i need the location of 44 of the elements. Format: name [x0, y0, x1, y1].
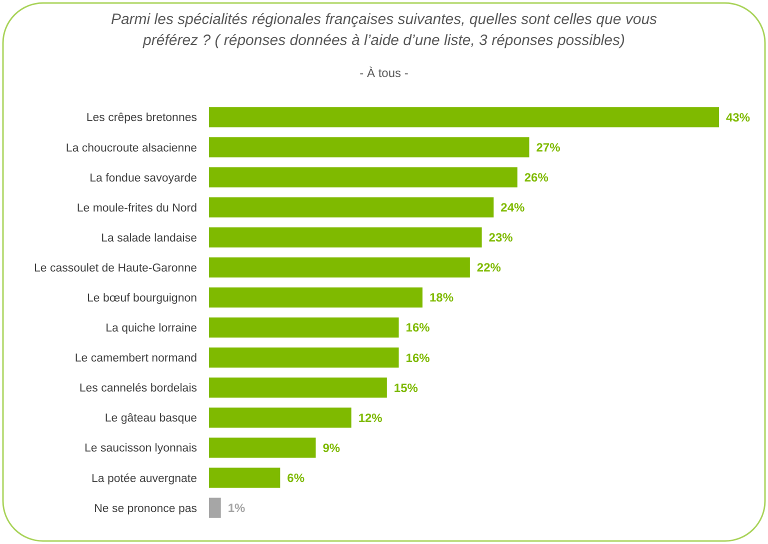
data-label: 6% — [287, 470, 305, 485]
y-tick-label: Le bœuf bourguignon — [87, 292, 197, 304]
chart-title: Parmi les spécialités régionales françaises suivantes, quelles sont celles que vous préférez ? ( réponses données à l’aide d’une liste, 3 réponses possibles) — [110, 11, 658, 49]
bar — [209, 468, 280, 488]
data-label: 16% — [406, 350, 430, 365]
bar — [209, 257, 470, 278]
y-tick-label: La salade landaise — [101, 232, 197, 244]
bar — [209, 137, 530, 158]
bar — [209, 438, 316, 458]
bar — [209, 227, 482, 248]
data-label: 24% — [500, 200, 525, 215]
data-label: 27% — [536, 140, 561, 154]
data-label: 22% — [476, 260, 502, 275]
data-label: 26% — [524, 170, 549, 184]
y-tick-label: Le camembert normand — [74, 352, 197, 365]
bar — [209, 287, 422, 308]
y-tick-label: La quiche lorraine — [106, 322, 197, 335]
data-label: 16% — [406, 320, 430, 335]
bar — [209, 317, 399, 338]
data-label: 1% — [228, 501, 246, 516]
y-tick-label: Le gâteau basque — [104, 412, 197, 425]
chart-subtitle: - À tous - — [360, 66, 408, 80]
y-tick-label: La potée auvergnate — [91, 472, 197, 485]
y-tick-label: Le cassoulet de Haute-Garonne — [34, 262, 197, 274]
y-tick-label: Le moule-frites du Nord — [76, 202, 197, 214]
y-tick-label: La fondue savoyarde — [90, 172, 197, 184]
bar — [209, 498, 221, 518]
y-tick-label: Ne se prononce pas — [94, 502, 198, 515]
y-tick-label: La choucroute alsacienne — [66, 142, 197, 154]
data-label: 9% — [322, 440, 340, 455]
bar — [209, 348, 399, 368]
data-label: 18% — [429, 290, 454, 305]
bar — [209, 107, 719, 128]
y-tick-label: Le saucisson lyonnais — [84, 442, 198, 455]
bar — [209, 378, 387, 398]
y-tick-label: Les cannelés bordelais — [79, 382, 198, 395]
data-label: 43% — [726, 110, 750, 124]
data-label: 12% — [358, 410, 383, 425]
bar — [209, 167, 518, 188]
data-label: 15% — [394, 380, 418, 395]
bar — [209, 408, 352, 428]
bar — [209, 197, 494, 218]
y-tick-label: Les crêpes bretonnes — [86, 112, 198, 124]
data-label: 23% — [488, 230, 514, 245]
